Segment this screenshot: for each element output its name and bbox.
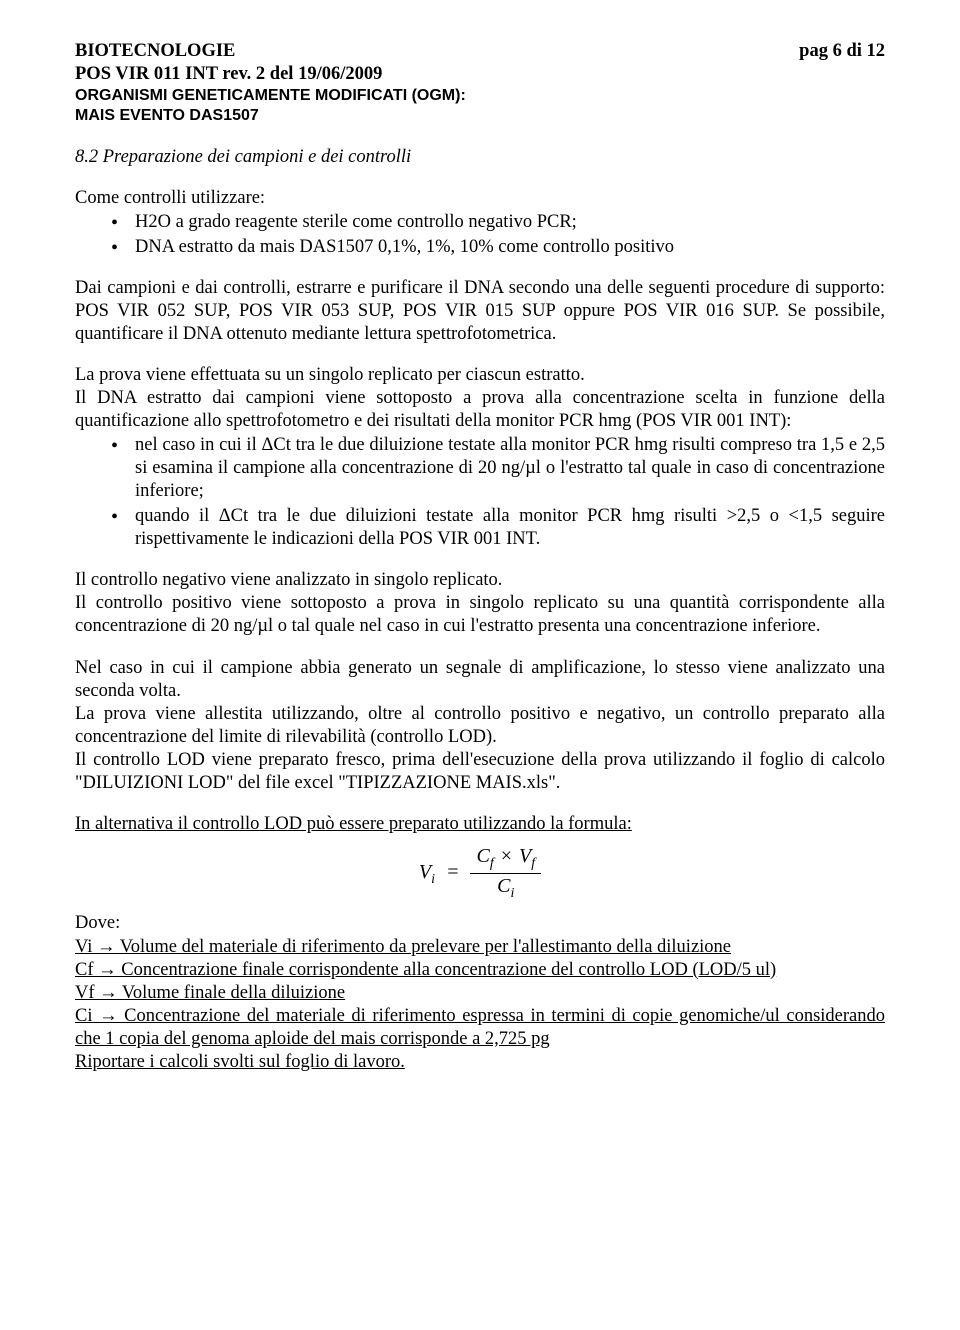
- formula-sub: i: [431, 872, 435, 887]
- header-subject-line1: ORGANISMI GENETICAMENTE MODIFICATI (OGM)…: [75, 86, 885, 106]
- formula-lhs: Vi: [419, 861, 435, 883]
- header-title: BIOTECNOLOGIE: [75, 40, 235, 63]
- formula-var: C: [497, 875, 510, 897]
- lod-line2: La prova viene allestita utilizzando, ol…: [75, 703, 885, 749]
- intro-text: Come controlli utilizzare:: [75, 187, 885, 210]
- formula-equals: =: [446, 861, 460, 883]
- header-top-row: BIOTECNOLOGIE pag 6 di 12: [75, 40, 885, 63]
- paragraph-controls-block: Il controllo negativo viene analizzato i…: [75, 569, 885, 638]
- definition-line: Vi → Volume del materiale di riferimento…: [75, 936, 885, 959]
- definition-line: Riportare i calcoli svolti sul foglio di…: [75, 1051, 885, 1074]
- header-rev-line: POS VIR 011 INT rev. 2 del 19/06/2009: [75, 63, 885, 86]
- alternative-formula-intro: In alternativa il controllo LOD può esse…: [75, 813, 885, 836]
- paragraph-lod-block: Nel caso in cui il campione abbia genera…: [75, 657, 885, 796]
- formula: Vi = Cf × Vf Ci: [75, 844, 885, 902]
- paragraph-test-block: La prova viene effettuata su un singolo …: [75, 364, 885, 551]
- paragraph-extraction: Dai campioni e dai controlli, estrarre e…: [75, 277, 885, 346]
- intro-bullet: DNA estratto da mais DAS1507 0,1%, 1%, 1…: [111, 236, 885, 259]
- control-positive-line: Il controllo positivo viene sottoposto a…: [75, 592, 885, 638]
- formula-var: V: [419, 861, 431, 883]
- definition-line: Cf → Concentrazione finale corrispondent…: [75, 959, 885, 982]
- paragraph-test-line1: La prova viene effettuata su un singolo …: [75, 364, 885, 387]
- formula-sub: f: [531, 856, 535, 871]
- test-bullet-list: nel caso in cui il ΔCt tra le due diluiz…: [75, 434, 885, 552]
- header-subject-line2: MAIS EVENTO DAS1507: [75, 106, 885, 126]
- test-bullet: quando il ΔCt tra le due diluizioni test…: [111, 505, 885, 551]
- intro-bullet: H2O a grado reagente sterile come contro…: [111, 211, 885, 234]
- paragraph-test-line2: Il DNA estratto dai campioni viene sotto…: [75, 387, 885, 433]
- section-title: 8.2 Preparazione dei campioni e dei cont…: [75, 146, 885, 169]
- intro-bullet-list: H2O a grado reagente sterile come contro…: [75, 211, 885, 259]
- definition-line: Vf → Volume finale della diluizione: [75, 982, 885, 1005]
- control-negative-line: Il controllo negativo viene analizzato i…: [75, 569, 885, 592]
- definition-line: Ci → Concentrazione del materiale di rif…: [75, 1005, 885, 1051]
- formula-numerator: Cf × Vf: [470, 844, 541, 874]
- formula-fraction: Cf × Vf Ci: [470, 844, 541, 902]
- formula-var: C: [476, 845, 489, 867]
- lod-line1: Nel caso in cui il campione abbia genera…: [75, 657, 885, 703]
- dove-label: Dove:: [75, 912, 885, 935]
- formula-denominator: Ci: [470, 874, 541, 903]
- formula-sub: i: [511, 886, 515, 901]
- document-header: BIOTECNOLOGIE pag 6 di 12 POS VIR 011 IN…: [75, 40, 885, 126]
- definitions-block: Dove: Vi → Volume del materiale di rifer…: [75, 912, 885, 1074]
- formula-times: ×: [501, 845, 512, 867]
- lod-line3: Il controllo LOD viene preparato fresco,…: [75, 749, 885, 795]
- formula-var: V: [519, 845, 531, 867]
- test-bullet: nel caso in cui il ΔCt tra le due diluiz…: [111, 434, 885, 503]
- formula-sub: f: [490, 856, 494, 871]
- page-number: pag 6 di 12: [799, 40, 885, 63]
